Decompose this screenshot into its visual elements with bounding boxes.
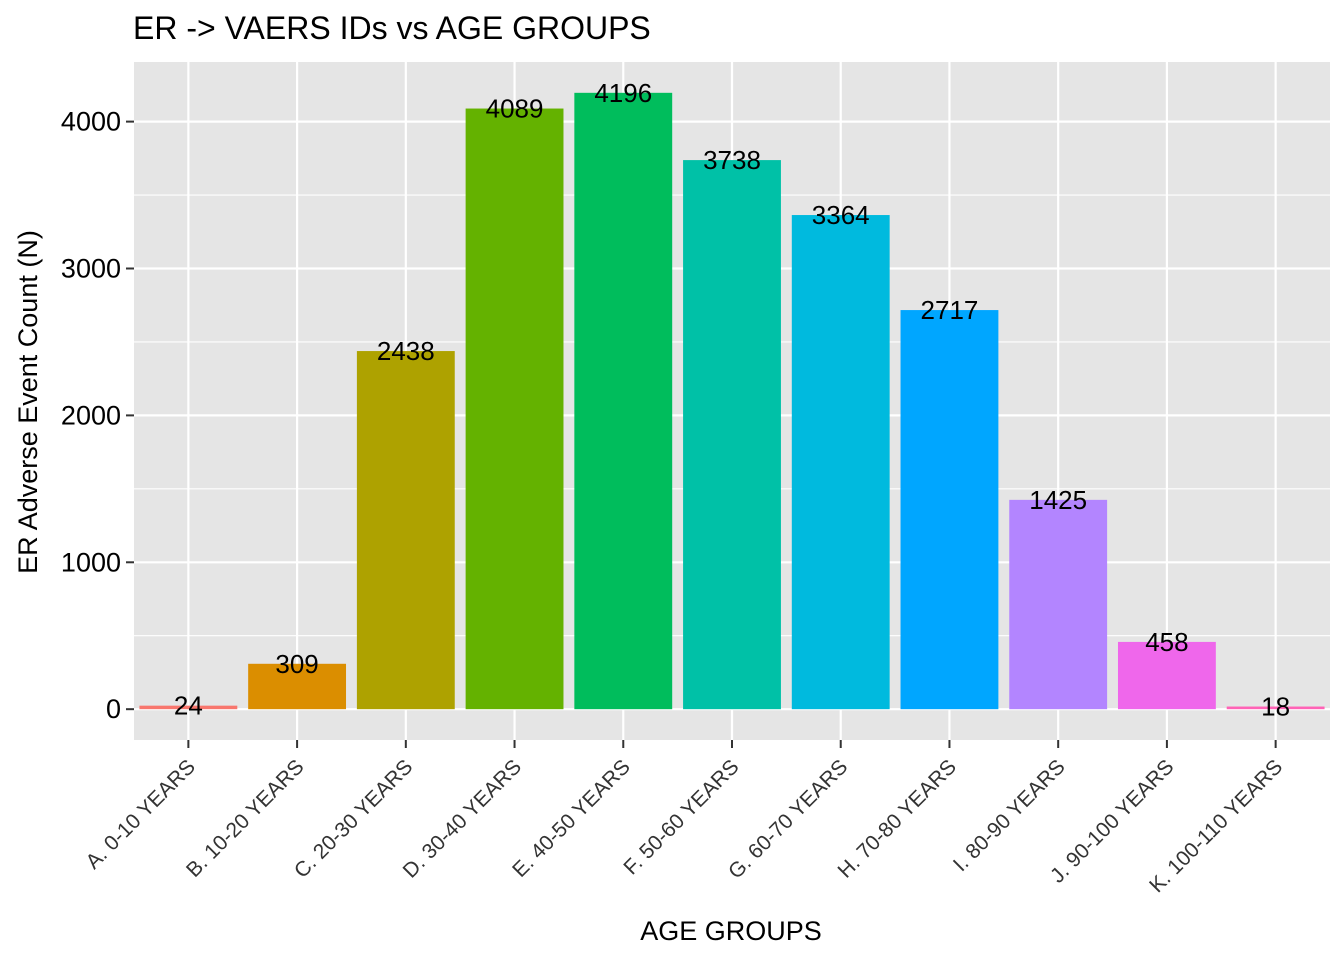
data-label: 2438 xyxy=(377,336,435,366)
bar xyxy=(791,215,890,710)
data-label: 3364 xyxy=(812,200,870,230)
data-label: 24 xyxy=(174,691,203,721)
y-tick-label: 0 xyxy=(106,694,121,724)
y-axis: 0 1000 2000 3000 4000 xyxy=(61,107,134,724)
data-label: 4196 xyxy=(594,78,652,108)
data-label: 3738 xyxy=(703,145,761,175)
bar xyxy=(356,351,455,710)
bar xyxy=(1226,706,1325,710)
bar xyxy=(1117,641,1216,710)
data-label: 4089 xyxy=(486,94,544,124)
bar xyxy=(248,663,347,710)
data-label: 458 xyxy=(1145,627,1188,657)
y-axis-title: ER Adverse Event Count (N) xyxy=(13,230,43,574)
data-label: 1425 xyxy=(1029,485,1087,515)
x-axis-title: AGE GROUPS xyxy=(640,916,822,946)
bar xyxy=(900,310,999,710)
data-label: 309 xyxy=(275,649,318,679)
y-tick-label: 4000 xyxy=(61,107,121,137)
bar xyxy=(139,705,238,710)
y-tick-label: 3000 xyxy=(61,254,121,284)
bar xyxy=(465,108,564,710)
bar xyxy=(1009,499,1108,710)
chart-title: ER -> VAERS IDs vs AGE GROUPS xyxy=(133,10,651,46)
bar xyxy=(574,92,673,710)
data-label: 18 xyxy=(1261,692,1290,722)
y-tick-label: 1000 xyxy=(61,547,121,577)
y-tick-label: 2000 xyxy=(61,400,121,430)
bars xyxy=(139,92,1325,710)
bar xyxy=(683,160,781,710)
data-label: 2717 xyxy=(921,295,979,325)
data-labels: 24 309 2438 4089 4196 3738 3364 2717 1425 458 18 xyxy=(174,78,1290,722)
